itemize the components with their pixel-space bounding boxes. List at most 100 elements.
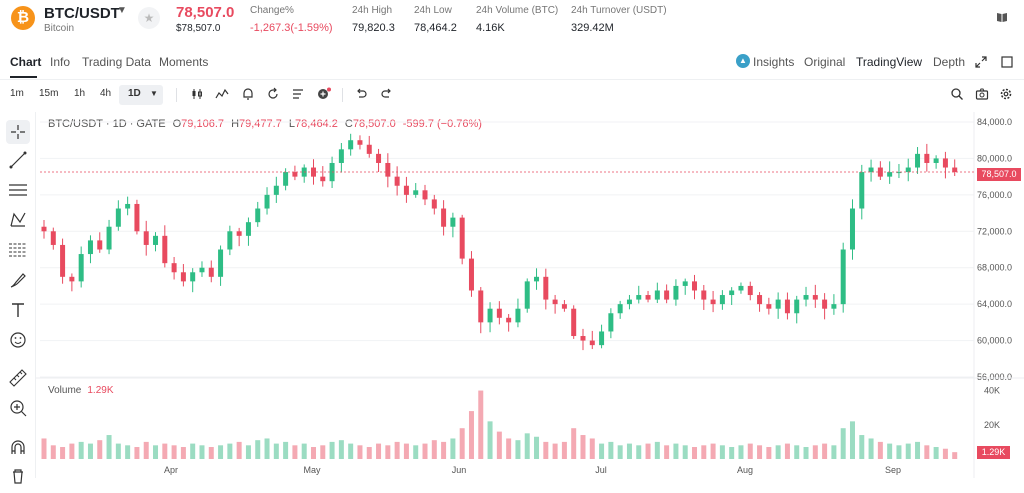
volume-bar — [227, 443, 233, 459]
stat-24h-low: 24h Low 78,464.2 — [414, 5, 457, 34]
text-tool-icon[interactable] — [6, 298, 30, 322]
candle-body — [905, 167, 911, 173]
candle-body — [831, 304, 837, 309]
timeframe-1h[interactable]: 1h — [74, 88, 86, 99]
volume-bar — [933, 447, 939, 459]
caret-down-icon[interactable]: ▼ — [117, 5, 127, 16]
tab-depth[interactable]: Depth — [933, 55, 966, 69]
expand-icon[interactable] — [975, 56, 987, 68]
stat-24h-volume: 24h Volume (BTC) 4.16K — [476, 5, 558, 34]
candle-body — [468, 258, 474, 291]
tab-tradingview[interactable]: TradingView — [856, 55, 923, 69]
indicators-icon[interactable] — [215, 87, 229, 101]
magnet-tool-icon[interactable] — [6, 436, 30, 460]
timeframe-4h[interactable]: 4h — [100, 88, 112, 99]
timeframe-1m[interactable]: 1m — [10, 88, 24, 99]
crosshair-tool-icon[interactable] — [6, 120, 30, 144]
candle-body — [180, 272, 186, 282]
zoom-in-icon[interactable] — [6, 396, 30, 420]
candle-body — [320, 176, 326, 182]
volume-tick-label: 20K — [984, 420, 1000, 430]
insights-icon[interactable]: ▲ — [736, 54, 750, 68]
price-chart[interactable]: BTC/USDT · 1D · GATE O79,106.7 H79,477.7… — [36, 112, 1024, 478]
ruler-tool-icon[interactable] — [6, 366, 30, 390]
favorite-star-icon[interactable]: ★ — [138, 7, 160, 29]
volume-bar — [905, 443, 911, 459]
last-price-usd: $78,507.0 — [176, 23, 221, 34]
candle-body — [915, 153, 921, 168]
candle-body — [515, 308, 521, 323]
delete-tool-icon[interactable] — [6, 464, 30, 488]
pair-selector[interactable]: BTC/USDT — [44, 5, 120, 22]
candle-body — [459, 217, 465, 259]
brush-tool-icon[interactable] — [6, 268, 30, 292]
trendline-tool-icon[interactable] — [6, 148, 30, 172]
candle-body — [692, 281, 698, 291]
volume-bar — [747, 443, 753, 459]
alert-bell-icon[interactable] — [241, 87, 255, 101]
volume-bar — [320, 445, 326, 459]
tab-insights[interactable]: Insights — [753, 55, 795, 69]
caret-down-icon[interactable]: ▼ — [150, 89, 158, 98]
volume-bar — [766, 447, 772, 459]
book-icon[interactable] — [996, 11, 1008, 23]
volume-bar — [915, 441, 921, 459]
candle-body — [190, 272, 196, 282]
add-plus-icon[interactable] — [317, 87, 331, 101]
volume-bar — [292, 445, 298, 459]
candle-body — [552, 299, 558, 305]
candle-type-icon[interactable] — [190, 87, 204, 101]
volume-bar — [41, 438, 47, 459]
volume-bar — [580, 435, 586, 459]
volume-bar — [552, 443, 558, 459]
legend-high-label: H — [231, 118, 240, 130]
candle-body — [664, 290, 670, 300]
candle-body — [571, 308, 577, 337]
volume-bar — [859, 435, 865, 459]
camera-icon[interactable] — [975, 87, 989, 101]
chart-toolbar: 1m 15m 1h 4h 1D ▼ — [0, 81, 1024, 109]
candle-body — [636, 295, 642, 300]
tab-trading-data[interactable]: Trading Data — [82, 55, 151, 69]
volume-bar — [115, 443, 121, 459]
legend-low: 78,464.2 — [295, 118, 338, 130]
tab-info[interactable]: Info — [50, 55, 71, 69]
candle-body — [106, 226, 112, 250]
candle-body — [608, 313, 614, 332]
replay-icon[interactable] — [266, 87, 280, 101]
fibonacci-tool-icon[interactable] — [6, 238, 30, 262]
volume-bar — [794, 445, 800, 459]
volume-bar — [952, 452, 958, 459]
window-icon[interactable] — [1001, 56, 1013, 68]
search-icon[interactable] — [950, 87, 964, 101]
candle-body — [199, 267, 205, 273]
tab-chart[interactable]: Chart — [10, 55, 42, 69]
candle-body — [710, 299, 716, 305]
tab-moments[interactable]: Moments — [159, 55, 209, 69]
timeframe-15m[interactable]: 15m — [39, 88, 59, 99]
last-price: 78,507.0 — [176, 4, 235, 21]
candle-body — [450, 217, 456, 227]
volume-bar — [199, 445, 205, 459]
volume-bar — [134, 447, 140, 459]
volume-bar — [403, 443, 409, 459]
emoji-tool-icon[interactable] — [6, 328, 30, 352]
undo-icon[interactable] — [354, 87, 368, 101]
volume-bar — [589, 438, 595, 459]
timeframe-1d[interactable]: 1D — [128, 88, 141, 99]
horizontal-lines-tool-icon[interactable] — [6, 178, 30, 202]
volume-bar — [840, 428, 846, 459]
settings-gear-icon[interactable] — [999, 87, 1013, 101]
templates-icon[interactable] — [291, 87, 305, 101]
volume-bar — [506, 438, 512, 459]
tab-original[interactable]: Original — [804, 55, 846, 69]
candle-body — [561, 304, 567, 309]
stat-label: 24h Low — [414, 5, 452, 16]
candle-body — [413, 190, 419, 195]
candle-body — [896, 172, 902, 174]
pattern-tool-icon[interactable] — [6, 208, 30, 232]
stat-label: 24h High — [352, 5, 393, 16]
month-label: Jul — [595, 465, 607, 475]
stat-value: 329.42M — [571, 22, 614, 34]
redo-icon[interactable] — [380, 87, 394, 101]
